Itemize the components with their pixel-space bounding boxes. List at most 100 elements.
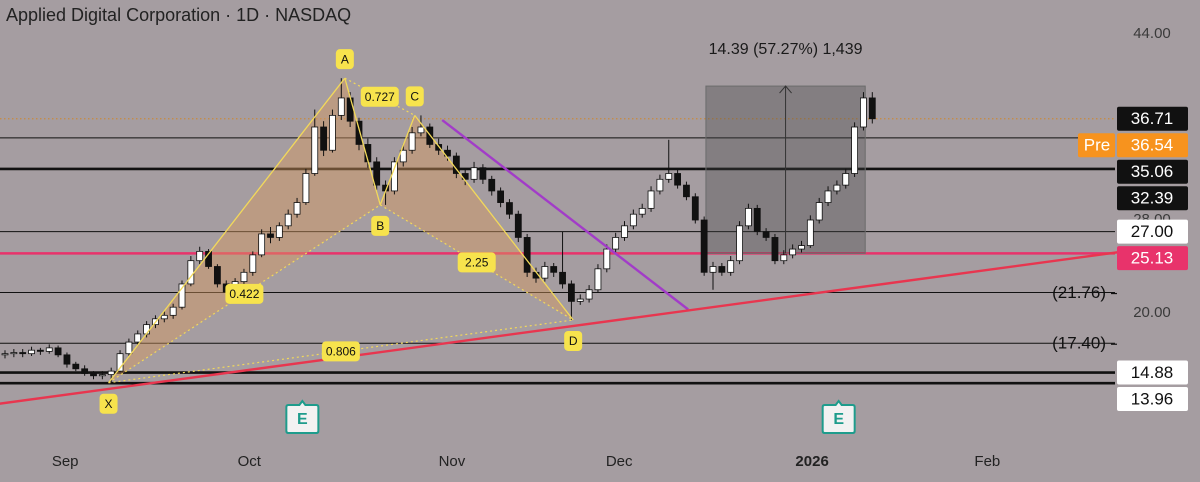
y-tick-label: 20.00 [1133, 304, 1171, 321]
candle-body [258, 233, 266, 256]
candle-body [638, 207, 646, 215]
point-label: B [376, 219, 384, 233]
candle-body [833, 184, 841, 192]
candle-body [178, 283, 186, 308]
x-tick-label: Oct [238, 453, 262, 470]
candle-body [709, 266, 717, 273]
candle-body [488, 178, 496, 192]
candle-body [550, 266, 558, 273]
candle-body [346, 97, 354, 122]
candle-body [213, 266, 221, 285]
candle-body [28, 349, 35, 355]
candle-body [771, 237, 779, 262]
candle-body [116, 353, 124, 372]
candle-body [125, 341, 133, 355]
candle-body [98, 374, 106, 377]
candle-body [656, 178, 664, 192]
candle-body [674, 173, 681, 186]
trendline [0, 250, 1121, 405]
candle-body [187, 260, 195, 285]
price-label: 14.88 [1131, 363, 1174, 382]
candle-body [665, 173, 673, 180]
candle-body [249, 254, 257, 273]
event-badge [285, 399, 320, 434]
candle-body [647, 190, 655, 209]
candle-body [337, 97, 345, 116]
candle-body [745, 207, 752, 227]
candle-body [541, 266, 549, 279]
price-label-box [1117, 106, 1188, 131]
candle-body [815, 202, 823, 221]
ratio-label: 0.727 [365, 90, 395, 104]
x-tick-label: Feb [974, 453, 1000, 470]
ratio-badge [321, 341, 360, 362]
chart-title: Applied Digital Corporation · 1D · NASDA… [6, 5, 351, 25]
x-tick-label: 2026 [795, 453, 828, 470]
price-label-box [1117, 219, 1188, 244]
pattern-ratio-line [108, 319, 574, 384]
candle-body [506, 202, 513, 215]
candle-body [762, 231, 770, 238]
candle-body [10, 352, 18, 355]
event-label: E [297, 411, 308, 428]
pattern-ratio-line [108, 204, 381, 384]
event-label: E [833, 411, 844, 428]
x-tick-label: Dec [606, 453, 633, 470]
candle-body [789, 248, 797, 256]
candle-body [736, 225, 743, 262]
candle-body [240, 271, 248, 283]
point-label: C [410, 90, 419, 104]
candle-body [81, 368, 89, 374]
candle-body [399, 149, 407, 163]
candle-body [824, 190, 832, 203]
price-label: 32.39 [1131, 189, 1174, 208]
ratio-label: 0.422 [229, 287, 259, 301]
candle-body [302, 173, 310, 203]
candle-body [497, 190, 505, 203]
candle-body [470, 167, 478, 180]
pattern-leg [414, 114, 574, 321]
point-label: A [341, 52, 349, 66]
ratio-badge [360, 86, 399, 107]
candle-body [629, 213, 637, 227]
candle-body [842, 173, 850, 186]
price-label: 27.00 [1131, 222, 1174, 241]
candle-body [594, 268, 602, 291]
candle-body [603, 248, 611, 270]
candle-body [700, 219, 708, 273]
candle-body [683, 184, 690, 198]
trendline [441, 119, 689, 311]
point-badge [564, 330, 583, 351]
price-label: 36.54 [1131, 136, 1174, 155]
x-tick-label: Nov [439, 453, 466, 470]
candle-body [54, 347, 62, 356]
event-badge [821, 399, 856, 434]
candle-body [559, 271, 566, 285]
candle-body [143, 324, 151, 335]
candle-body [134, 333, 142, 343]
price-label: 25.13 [1131, 249, 1174, 268]
ratio-label: 2.25 [465, 256, 489, 270]
candle-body [329, 114, 336, 151]
y-tick-label: 44.00 [1133, 25, 1171, 42]
candle-body [727, 260, 735, 273]
candle-body [417, 126, 425, 134]
price-label: 35.06 [1131, 162, 1174, 181]
pattern-leg [379, 115, 416, 206]
ratio-badge [457, 252, 496, 273]
candle-body [585, 289, 593, 300]
point-label: X [105, 397, 113, 411]
candle-body [576, 298, 584, 302]
candle-body [169, 306, 177, 316]
candle-body [718, 266, 726, 273]
candle-body [780, 254, 788, 262]
candle-body [514, 213, 522, 238]
candle-body [373, 161, 381, 186]
tag-label: Pre [1084, 136, 1110, 155]
candle-body [311, 126, 319, 174]
candle-body [160, 314, 168, 320]
price-label: (17.40) [1052, 334, 1106, 353]
price-label: 13.96 [1131, 390, 1174, 409]
price-label-box [1117, 387, 1188, 412]
